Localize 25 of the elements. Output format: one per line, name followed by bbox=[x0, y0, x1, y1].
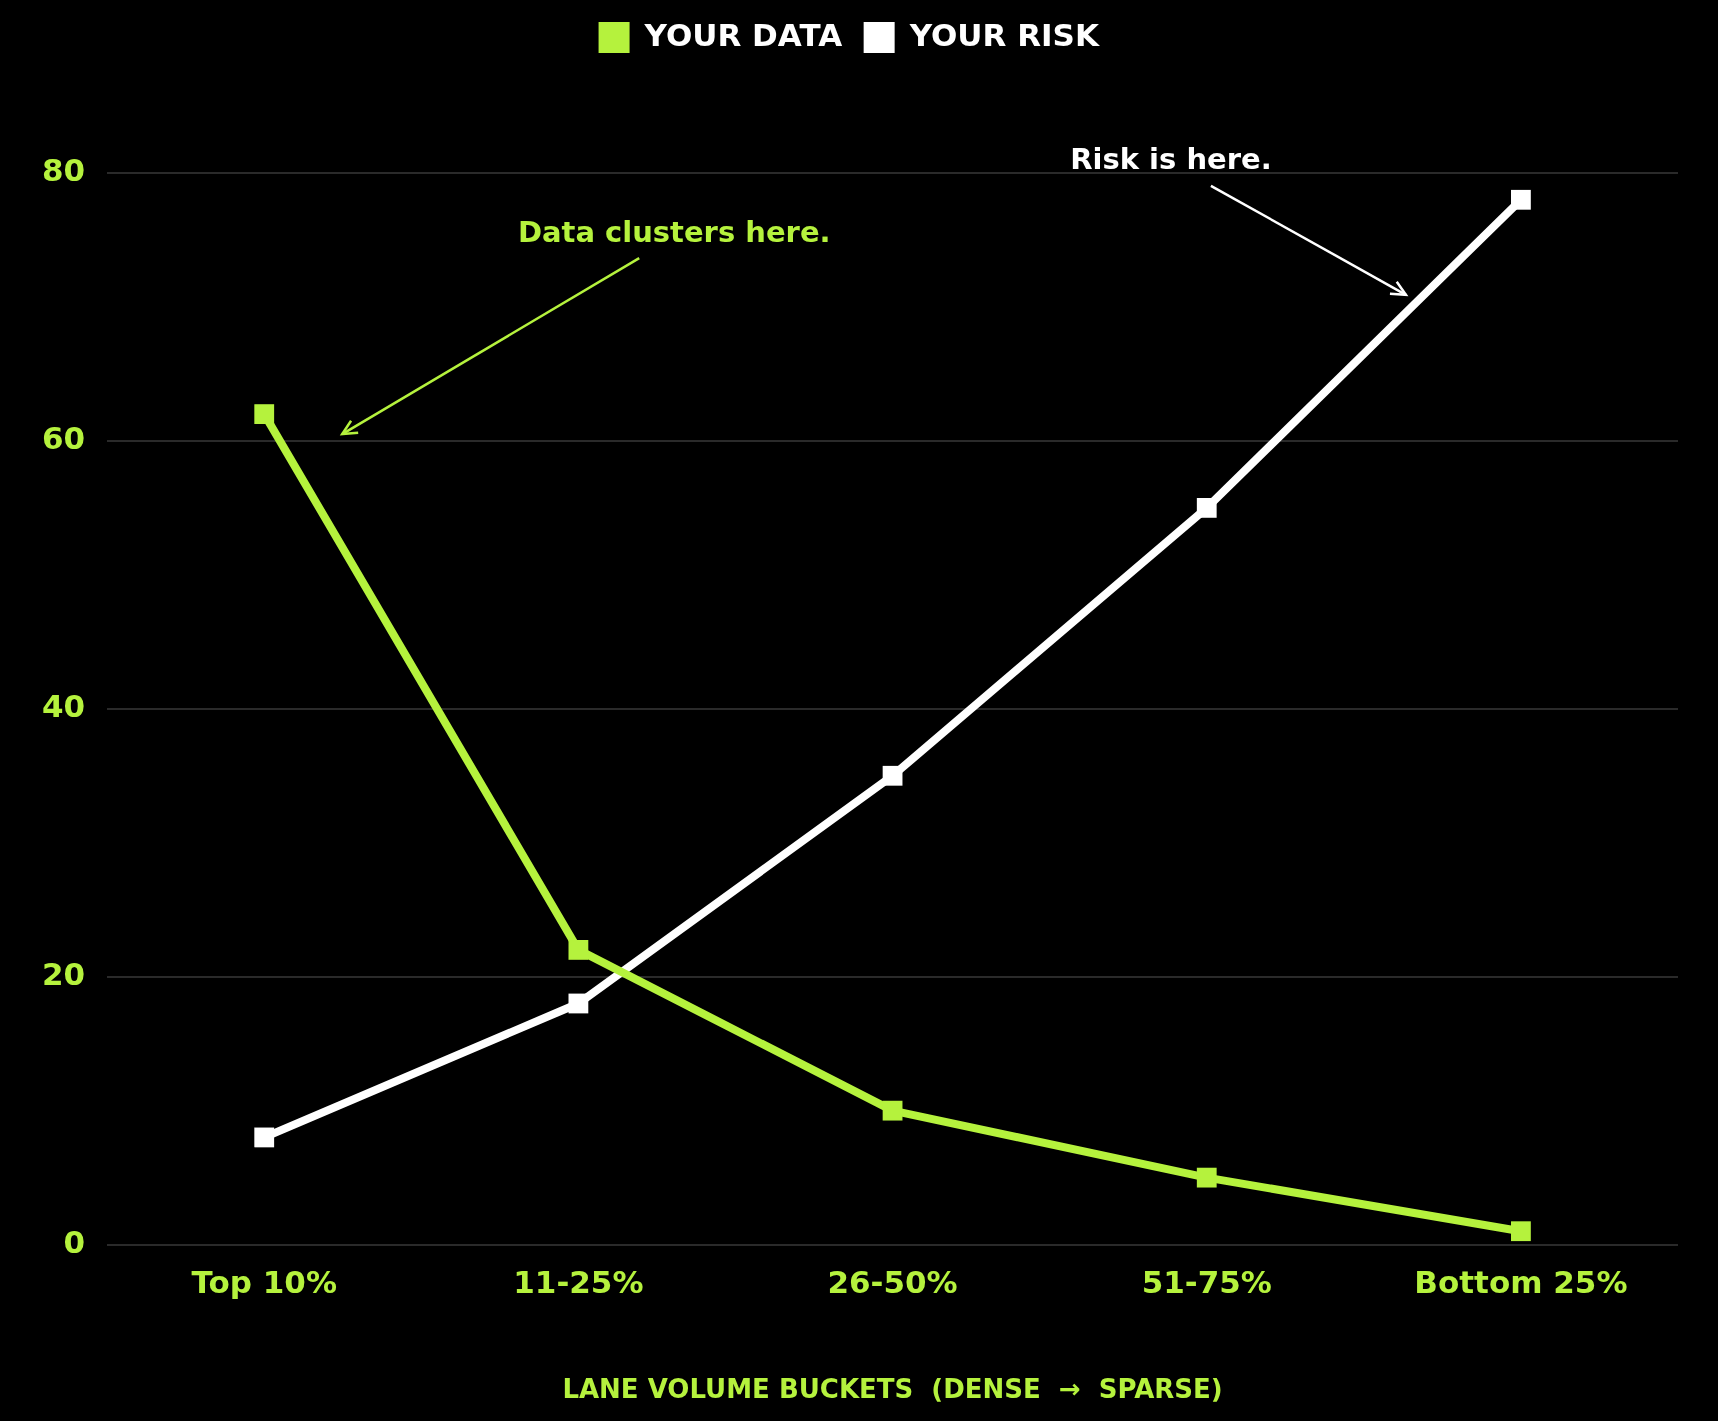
x-tick-label: Top 10% bbox=[191, 1264, 337, 1301]
point bbox=[1196, 497, 1217, 518]
point bbox=[1511, 189, 1531, 210]
x-tick-label: Bottom 25% bbox=[1414, 1264, 1628, 1301]
annotation: Risk is here. bbox=[1070, 142, 1272, 177]
point bbox=[882, 1100, 903, 1121]
y-tick-label: 0 bbox=[63, 1223, 86, 1260]
x-tick-label: 51-75% bbox=[1141, 1264, 1272, 1301]
x-tick-label: 11-25% bbox=[513, 1264, 644, 1301]
legend-label: YOUR RISK bbox=[908, 16, 1100, 53]
y-tick-label: 80 bbox=[42, 152, 86, 189]
point bbox=[1196, 1167, 1217, 1188]
point bbox=[882, 765, 903, 786]
point bbox=[568, 940, 589, 960]
point bbox=[254, 404, 275, 425]
point bbox=[568, 993, 589, 1014]
point bbox=[254, 1127, 275, 1148]
point bbox=[1511, 1221, 1531, 1242]
x-axis-title: LANE VOLUME BUCKETS (DENSE → SPARSE) bbox=[562, 1374, 1223, 1405]
y-tick-label: 60 bbox=[42, 419, 86, 456]
x-tick-label: 26-50% bbox=[827, 1264, 958, 1301]
annotation: Data clusters here. bbox=[517, 214, 831, 249]
legend-label: YOUR DATA bbox=[643, 16, 843, 53]
y-tick-label: 40 bbox=[42, 687, 86, 724]
y-tick-label: 20 bbox=[42, 955, 86, 992]
